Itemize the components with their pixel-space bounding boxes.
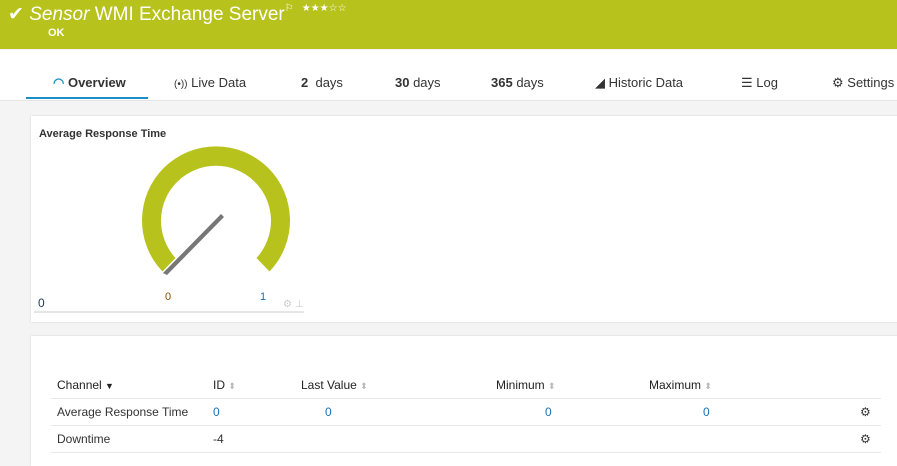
tab-live-data[interactable]: (•)) Live Data [174, 75, 247, 90]
tab-2-days[interactable]: 2 days [301, 75, 343, 90]
flag-icon[interactable]: ⚐ [284, 3, 294, 14]
active-tab-indicator [26, 97, 148, 99]
tab-30-days[interactable]: 30 days [395, 75, 441, 90]
tab-365-days[interactable]: 365 days [491, 75, 544, 90]
gauge-max-label: 1 [260, 291, 267, 303]
gauge-icon: ◠ [53, 75, 65, 90]
column-last-value[interactable]: Last Value ⬍ [295, 372, 490, 399]
gauge-title: Average Response Time [39, 128, 167, 140]
tab-log[interactable]: ☰ Log [741, 75, 778, 90]
gauge-left-label: 0 [38, 296, 45, 310]
channel-settings-icon[interactable]: ⚙ [790, 425, 881, 453]
broadcast-icon: (•)) [174, 79, 188, 90]
column-minimum[interactable]: Minimum ⬍ [490, 372, 643, 399]
table-row[interactable]: Downtime -4 ⚙ [51, 425, 881, 453]
sensor-header: ✔ Sensor WMI Exchange Server⚐ ★★★☆☆ OK [0, 0, 897, 49]
gauge-arc [142, 146, 290, 272]
check-icon: ✔ [8, 4, 24, 25]
area-chart-icon: ◢ [595, 75, 605, 90]
priority-stars[interactable]: ★★★☆☆ [301, 3, 347, 14]
tab-overview[interactable]: ◠ Overview [53, 75, 126, 90]
sensor-title: ✔ Sensor WMI Exchange Server⚐ ★★★☆☆ [8, 3, 347, 25]
tab-settings[interactable]: ⚙ Settings [832, 75, 895, 90]
gear-icon: ⚙ [832, 75, 844, 90]
response-time-gauge [34, 146, 304, 313]
gauge-needle [163, 214, 224, 275]
column-channel[interactable]: Channel ▼ [51, 372, 207, 399]
gauge-card: Average Response Time 0 0 1 ⚙ ⊥ [31, 116, 897, 322]
column-maximum[interactable]: Maximum ⬍ [643, 372, 790, 399]
pin-icon[interactable]: ⊥ [295, 299, 304, 310]
status-text: OK [48, 27, 65, 39]
channels-table: Channel ▼ ID ⬍ Last Value ⬍ Minimum ⬍ Ma… [51, 372, 881, 453]
tab-bar: ◠ Overview (•)) Live Data 2 days 30 days… [0, 50, 897, 101]
gauge-value-label: 0 [165, 291, 172, 303]
column-id[interactable]: ID ⬍ [207, 372, 295, 399]
list-icon: ☰ [741, 75, 753, 90]
tab-historic-data[interactable]: ◢ Historic Data [595, 75, 684, 90]
channel-settings-icon[interactable]: ⚙ [790, 398, 881, 426]
table-row[interactable]: Average Response Time 0 0 0 0 ⚙ [51, 398, 881, 426]
gauge-settings-icon[interactable]: ⚙ [283, 299, 292, 310]
